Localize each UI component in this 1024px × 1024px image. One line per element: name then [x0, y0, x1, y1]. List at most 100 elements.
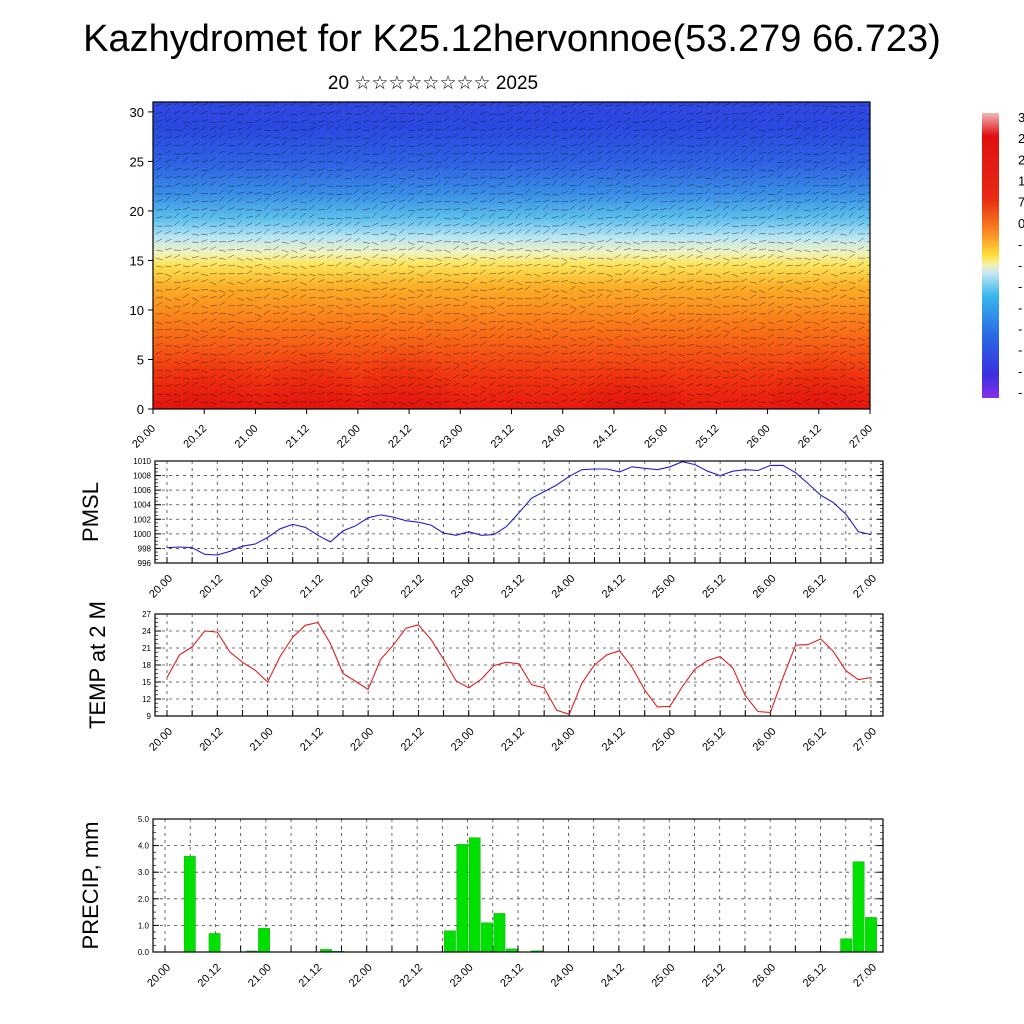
wind-barb — [722, 376, 730, 379]
wind-barb — [191, 102, 199, 107]
wind-barb — [857, 400, 865, 403]
wind-barb — [182, 302, 190, 307]
wind-barb — [749, 318, 757, 323]
wind-barb — [560, 261, 568, 267]
wind-barb — [587, 117, 594, 123]
wind-barb — [578, 350, 586, 355]
wind-barb — [326, 337, 334, 340]
wind-barb — [326, 150, 334, 155]
wind-barb — [443, 200, 451, 203]
wind-barb — [749, 393, 757, 396]
wind-barb — [776, 217, 784, 220]
wind-barb — [236, 229, 244, 235]
wind-barb — [650, 270, 658, 275]
wind-barb — [623, 305, 631, 308]
wind-barb — [398, 180, 404, 187]
wind-barb — [497, 343, 505, 347]
wind-barb — [317, 385, 325, 388]
wind-barb — [515, 352, 523, 355]
wind-barb — [191, 381, 198, 387]
wind-barb — [191, 188, 198, 195]
wind-barb — [299, 104, 307, 107]
wind-barb — [578, 148, 585, 155]
wind-barb — [371, 401, 379, 405]
wind-barb — [542, 141, 549, 147]
wind-barb — [200, 160, 208, 163]
wind-barb — [164, 398, 172, 403]
wind-barb — [515, 287, 523, 291]
wind-barb — [335, 239, 343, 243]
wind-barb — [497, 271, 505, 275]
wind-barb — [299, 383, 307, 387]
wind-barb — [245, 176, 253, 179]
wind-barb — [344, 185, 353, 187]
wind-barb — [776, 296, 784, 299]
wind-barb — [155, 103, 163, 107]
wind-barb — [704, 166, 712, 171]
wind-barb — [290, 305, 299, 308]
wind-barb — [371, 125, 378, 131]
wind-barb — [821, 265, 830, 267]
wind-barb — [587, 375, 595, 379]
wind-barb — [308, 249, 316, 252]
wind-barb — [380, 281, 388, 284]
wind-barb — [866, 353, 870, 355]
wind-barb — [263, 159, 271, 163]
wind-barb — [398, 261, 405, 267]
wind-barb — [659, 350, 667, 355]
y-tick-label: 9 — [147, 712, 152, 721]
wind-barb — [389, 345, 397, 349]
wind-barb — [308, 353, 317, 355]
wind-barb — [695, 185, 703, 188]
wind-barb — [290, 208, 298, 211]
wind-barb — [281, 149, 288, 155]
wind-barb — [623, 231, 631, 235]
wind-barb — [434, 189, 441, 195]
wind-barb — [344, 169, 352, 172]
wind-barb — [812, 310, 820, 315]
wind-barb — [380, 361, 389, 363]
wind-barb — [200, 222, 208, 227]
wind-barb — [416, 177, 424, 180]
wind-barb — [668, 287, 676, 291]
wind-barb — [731, 102, 739, 107]
wind-barb — [740, 145, 748, 148]
wind-barb — [479, 289, 488, 291]
wind-barb — [857, 205, 865, 211]
wind-barb — [857, 367, 865, 371]
wind-barb — [191, 173, 198, 179]
wind-barb — [668, 159, 676, 163]
wind-barb — [659, 255, 667, 259]
wind-barb — [560, 303, 568, 307]
wind-barb — [236, 247, 244, 251]
wind-barb — [317, 369, 326, 371]
wind-barb — [380, 148, 386, 155]
wind-barb — [416, 391, 424, 395]
wind-barb — [731, 353, 740, 355]
x-tick-label: 23.00 — [448, 962, 476, 990]
wind-barb — [785, 247, 793, 251]
wind-barb — [164, 305, 172, 310]
wind-barb — [398, 248, 406, 251]
wind-barb — [785, 105, 794, 107]
wind-barb — [821, 351, 829, 355]
wind-barb — [722, 248, 730, 251]
wind-barb — [218, 249, 226, 252]
wind-barb — [533, 230, 541, 235]
wind-barb — [209, 165, 216, 171]
wind-barb — [839, 241, 847, 245]
wind-barb — [587, 213, 594, 219]
wind-barb — [227, 185, 236, 187]
wind-barb — [596, 329, 604, 333]
wind-barb — [155, 265, 163, 268]
wind-barb — [695, 336, 703, 339]
wind-barb — [857, 377, 865, 380]
wind-barb — [218, 312, 227, 315]
wind-barb — [443, 313, 452, 315]
wind-barb — [794, 152, 802, 155]
wind-barb — [479, 361, 487, 365]
wind-barb — [722, 113, 730, 116]
wind-barb — [344, 217, 353, 219]
wind-barb — [713, 255, 721, 259]
wind-barb — [389, 304, 397, 307]
